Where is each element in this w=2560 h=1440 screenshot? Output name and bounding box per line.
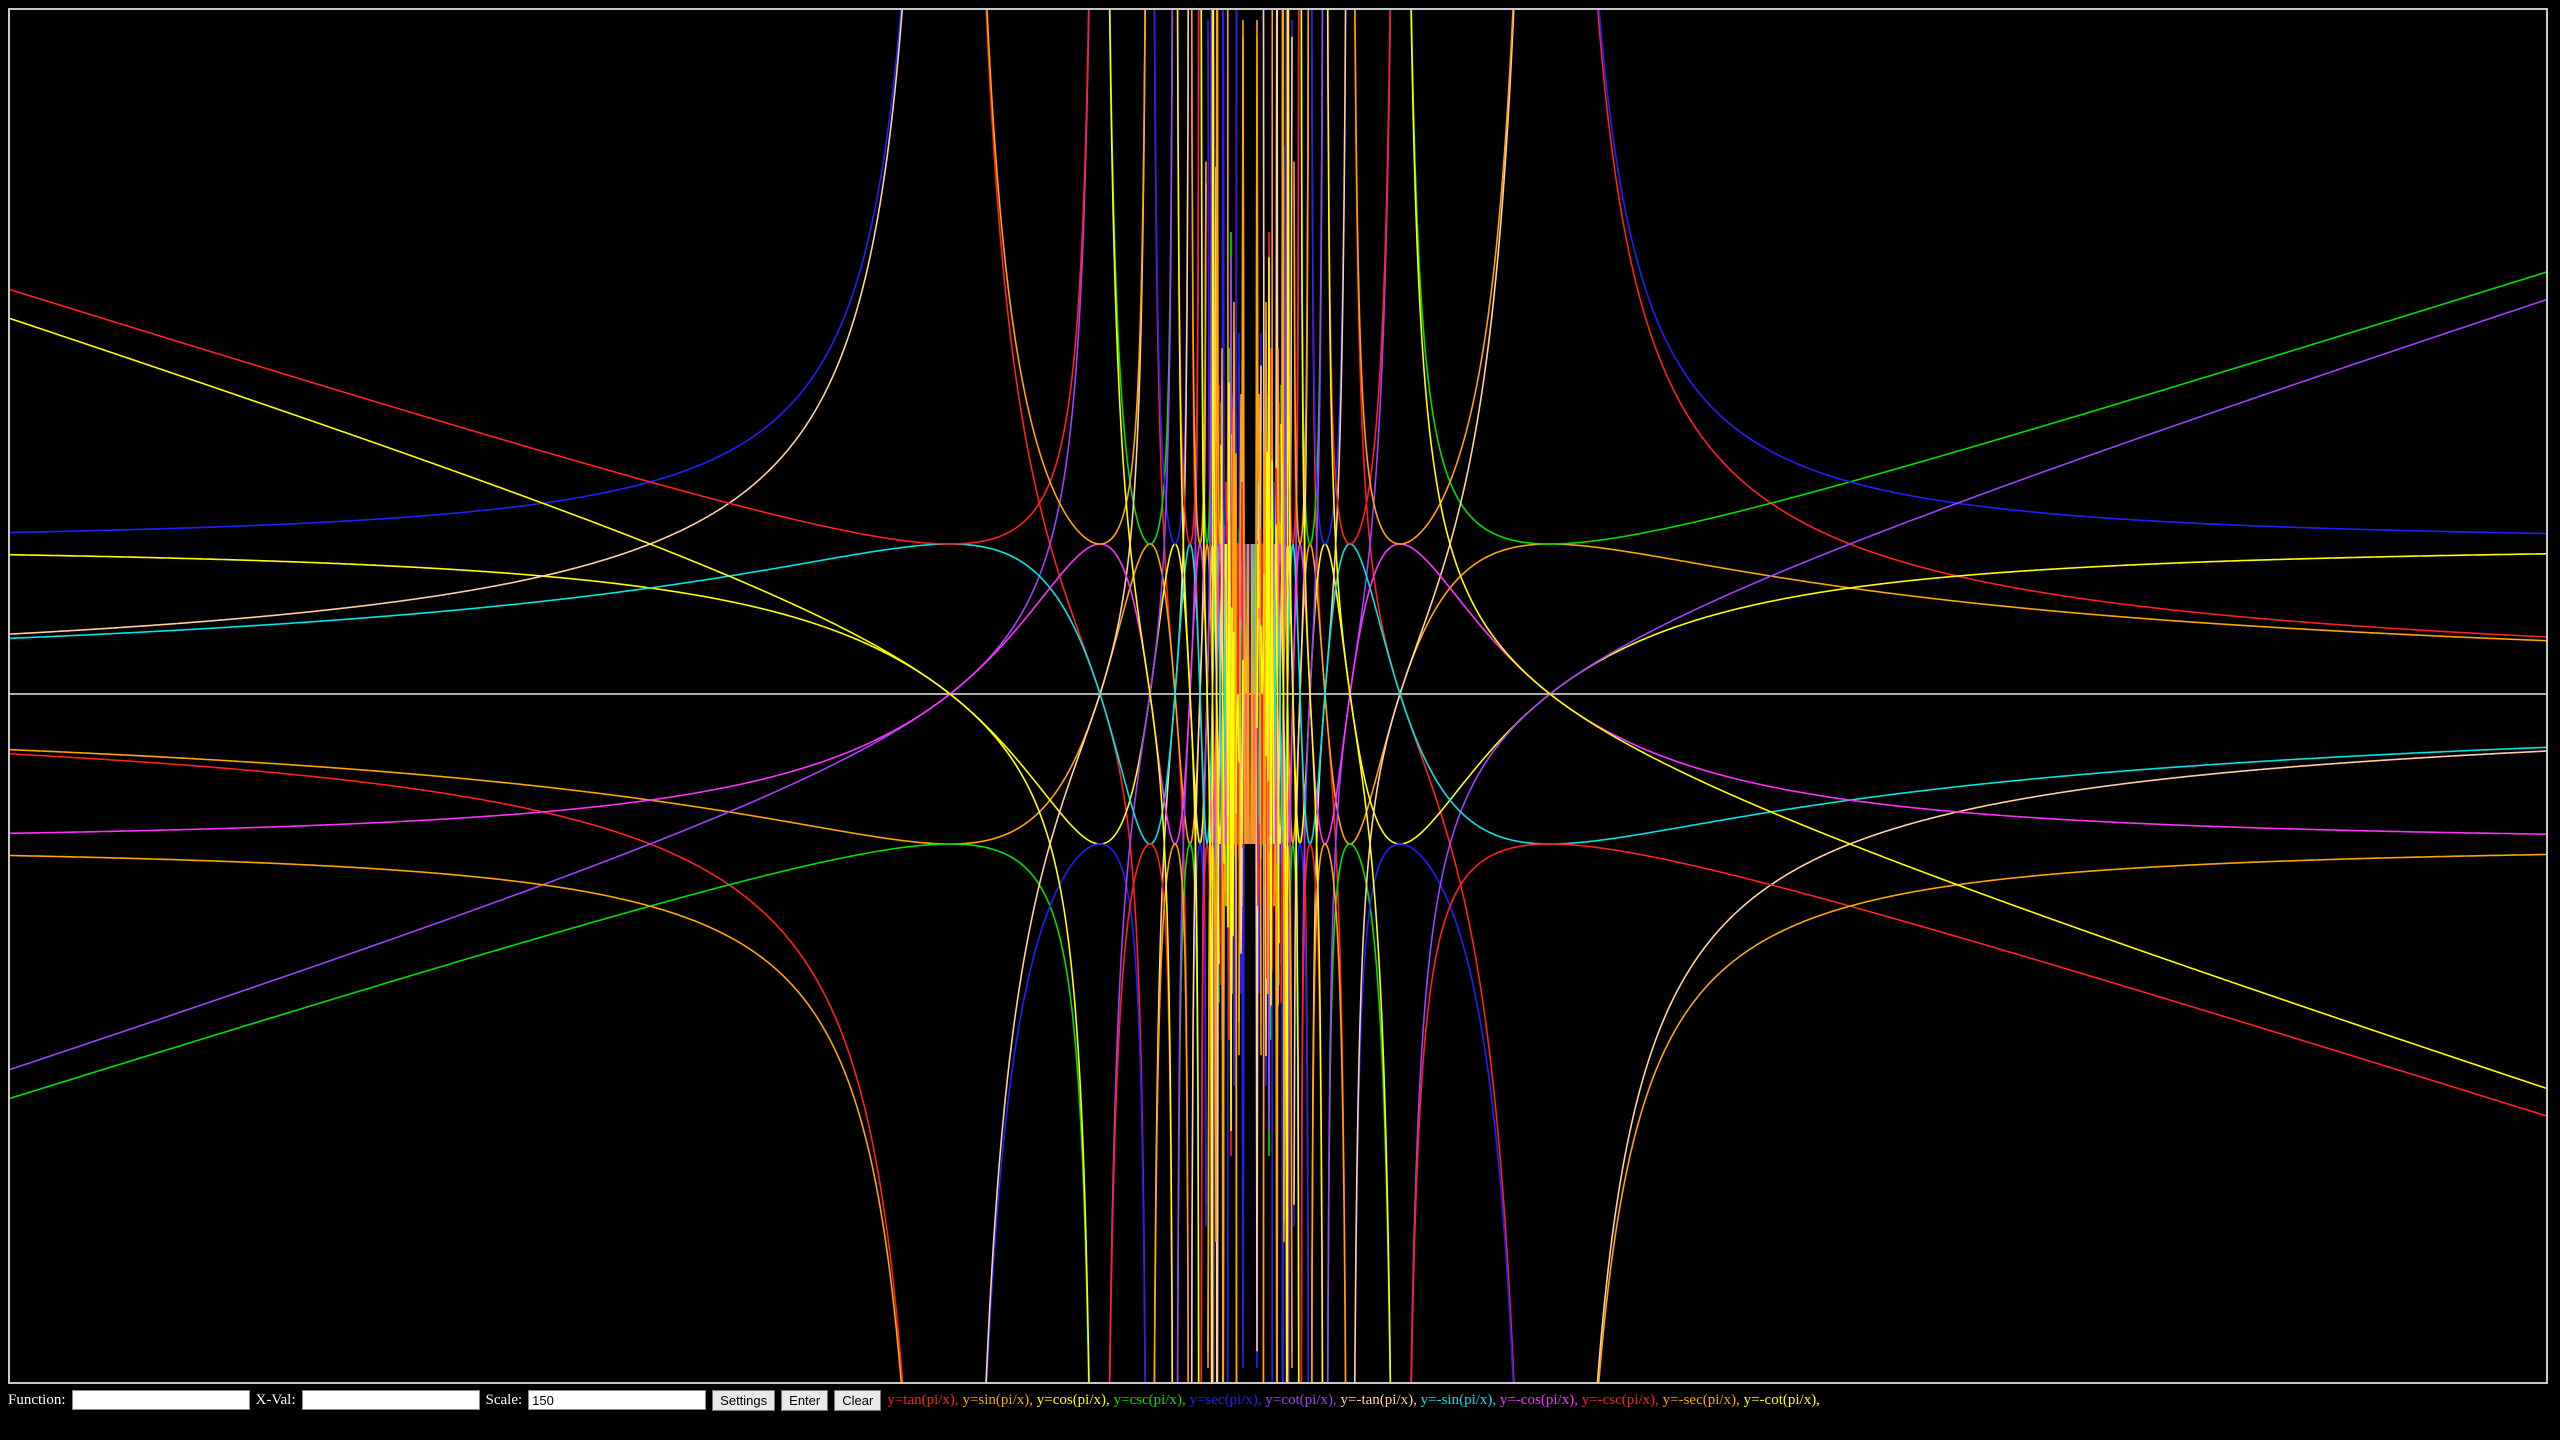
legend-item: y=-tan(pi/x), bbox=[1341, 1392, 1421, 1409]
function-input[interactable] bbox=[72, 1390, 250, 1410]
legend-item: y=-sec(pi/x), bbox=[1663, 1392, 1744, 1409]
scale-label: Scale: bbox=[486, 1392, 523, 1409]
graph-canvas[interactable] bbox=[8, 8, 2548, 1384]
legend-item: y=-csc(pi/x), bbox=[1582, 1392, 1663, 1409]
xval-input[interactable] bbox=[302, 1390, 480, 1410]
clear-button[interactable]: Clear bbox=[834, 1390, 881, 1411]
legend-item: y=sec(pi/x), bbox=[1189, 1392, 1265, 1409]
legend-item: y=csc(pi/x), bbox=[1114, 1392, 1190, 1409]
toolbar: Function: X-Val: Scale: Settings Enter C… bbox=[8, 1388, 1820, 1412]
legend-item: y=-cot(pi/x), bbox=[1744, 1392, 1820, 1409]
scale-input[interactable] bbox=[528, 1390, 706, 1410]
legend-item: y=cos(pi/x), bbox=[1037, 1392, 1114, 1409]
settings-button[interactable]: Settings bbox=[712, 1390, 775, 1411]
xval-label: X-Val: bbox=[256, 1392, 296, 1409]
legend-item: y=-cos(pi/x), bbox=[1500, 1392, 1582, 1409]
legend-item: y=-sin(pi/x), bbox=[1421, 1392, 1500, 1409]
legend-item: y=cot(pi/x), bbox=[1265, 1392, 1340, 1409]
function-label: Function: bbox=[8, 1392, 66, 1409]
function-legend: y=tan(pi/x), y=sin(pi/x), y=cos(pi/x), y… bbox=[887, 1392, 1820, 1409]
enter-button[interactable]: Enter bbox=[781, 1390, 828, 1411]
legend-item: y=sin(pi/x), bbox=[962, 1392, 1036, 1409]
function-plot bbox=[10, 10, 2546, 1382]
legend-item: y=tan(pi/x), bbox=[887, 1392, 962, 1409]
